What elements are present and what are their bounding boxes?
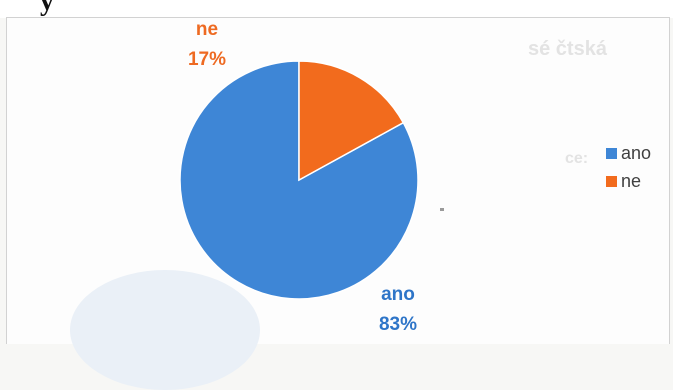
pie-chart: ano 83% ne 17% ano ne xyxy=(179,19,651,335)
legend-label-ano: ano xyxy=(621,143,651,163)
pie-slice-ne xyxy=(298,60,405,182)
legend-swatch-ne xyxy=(606,176,617,187)
data-label-name-ne: ne xyxy=(196,19,218,40)
heading-fragment: y xyxy=(40,0,54,17)
data-label-percent-ano: 83% xyxy=(379,314,417,335)
background-bleed-text: sé čtská xyxy=(528,38,607,60)
background-bleed-text: ce: xyxy=(565,150,589,167)
legend-swatch-ano xyxy=(606,148,617,159)
legend-label-ne: ne xyxy=(621,171,641,191)
stray-mark xyxy=(440,208,444,211)
data-label-name-ano: ano xyxy=(381,284,415,305)
top-strip xyxy=(0,0,673,18)
data-label-percent-ne: 17% xyxy=(188,49,226,70)
